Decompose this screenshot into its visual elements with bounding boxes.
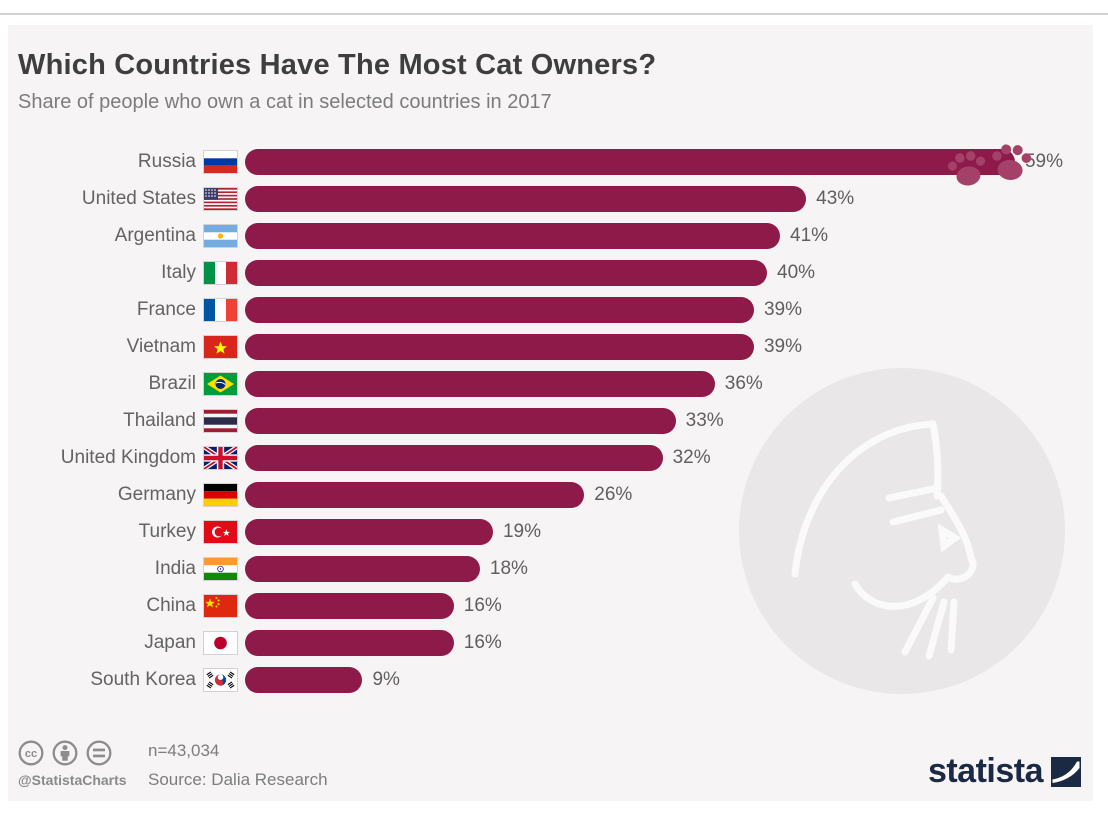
flag-united-states-icon (204, 187, 237, 210)
bar (245, 296, 754, 323)
bar (245, 333, 754, 360)
bar-row: Thailand 33% (18, 402, 1088, 439)
bar (245, 259, 767, 286)
value-label: 32% (672, 446, 711, 468)
value-label: 9% (372, 668, 400, 690)
cat-watermark-icon (739, 368, 1065, 694)
chart-canvas: Which Countries Have The Most Cat Owners… (8, 25, 1093, 801)
country-label: Russia (137, 150, 196, 172)
bar (245, 666, 363, 693)
country-label: China (146, 594, 196, 616)
cc-icon (18, 740, 44, 766)
value-label: 39% (763, 298, 802, 320)
statista-logo-text: statista (927, 752, 1044, 790)
value-label: 40% (777, 261, 816, 283)
country-label: India (154, 557, 196, 579)
flag-argentina-icon (204, 224, 237, 247)
flag-vietnam-icon (204, 335, 237, 358)
flag-france-icon (204, 298, 237, 321)
chart-title: Which Countries Have The Most Cat Owners… (18, 49, 657, 81)
bar-row: Italy 40% (18, 254, 1088, 291)
value-label: 19% (502, 520, 541, 542)
attribution-icon (52, 740, 78, 766)
country-label: Japan (144, 631, 196, 653)
country-label: South Korea (90, 668, 196, 690)
flag-turkey-icon (204, 520, 237, 543)
flag-germany-icon (204, 483, 237, 506)
value-label: 16% (463, 594, 502, 616)
equals-icon (86, 740, 112, 766)
flag-china-icon (204, 594, 237, 617)
bar-row: United States 43% (18, 180, 1088, 217)
footer: cc @StatistaCharts n=43,034 Source: Dali… (8, 734, 1093, 801)
value-label: 26% (594, 483, 633, 505)
bar-row: United Kingdom 32% (18, 439, 1088, 476)
bar-row: Vietnam 39% (18, 328, 1088, 365)
value-label: 33% (685, 409, 724, 431)
bar (245, 370, 715, 397)
flag-india-icon (204, 557, 237, 580)
value-label: 41% (790, 224, 829, 246)
bar-row: Turkey 19% (18, 513, 1088, 550)
country-label: Argentina (114, 224, 196, 246)
bar-row: France 39% (18, 291, 1088, 328)
bar-row: Brazil 36% (18, 365, 1088, 402)
flag-thailand-icon (204, 409, 237, 432)
chart-subtitle: Share of people who own a cat in selecte… (18, 91, 552, 113)
top-border (0, 13, 1108, 15)
value-label: 36% (724, 372, 763, 394)
flag-japan-icon (204, 631, 237, 654)
bar (245, 592, 454, 619)
bar (245, 555, 480, 582)
statista-charts-handle[interactable]: @StatistaCharts (18, 772, 127, 788)
bar (245, 444, 663, 471)
bar (245, 222, 781, 249)
value-label: 39% (763, 335, 802, 357)
flag-south-korea-icon (204, 668, 237, 691)
country-label: Germany (117, 483, 196, 505)
value-label: 16% (463, 631, 502, 653)
value-label: 59% (1024, 150, 1063, 172)
country-label: Turkey (138, 520, 196, 542)
bar (245, 407, 676, 434)
sample-size: n=43,034 (148, 741, 220, 760)
bar-row: Argentina 41% (18, 217, 1088, 254)
bar-row: China 16% (18, 587, 1088, 624)
country-label: United Kingdom (60, 446, 196, 468)
bar (245, 481, 585, 508)
bar-row: Germany 26% (18, 476, 1088, 513)
value-label: 43% (816, 187, 855, 209)
country-label: France (136, 298, 196, 320)
flag-russia-icon (204, 150, 237, 173)
bar (245, 185, 807, 212)
source-label: Source: Dalia Research (148, 770, 328, 789)
country-label: Brazil (148, 372, 196, 394)
svg-text:cc: cc (25, 748, 37, 760)
bar (245, 518, 493, 545)
bar-row: South Korea 9% (18, 661, 1088, 698)
flag-brazil-icon (204, 372, 237, 395)
bar (245, 143, 1032, 186)
bar (245, 629, 454, 656)
bar-row: India 18% (18, 550, 1088, 587)
statista-logo[interactable]: statista (928, 752, 1081, 791)
bar-row: Russia 59% (18, 143, 1088, 186)
cc-license-icons[interactable]: cc (18, 739, 118, 767)
country-label: Italy (161, 261, 196, 283)
country-label: Vietnam (126, 335, 196, 357)
country-label: United States (81, 187, 196, 209)
bar-rows: Russia 59% United States 43% Argentina 4… (18, 143, 1088, 698)
flag-italy-icon (204, 261, 237, 284)
value-label: 18% (489, 557, 528, 579)
statista-logo-mark-icon (1051, 756, 1081, 787)
flag-united-kingdom-icon (204, 446, 237, 469)
country-label: Thailand (123, 409, 196, 431)
bar-row: Japan 16% (18, 624, 1088, 661)
